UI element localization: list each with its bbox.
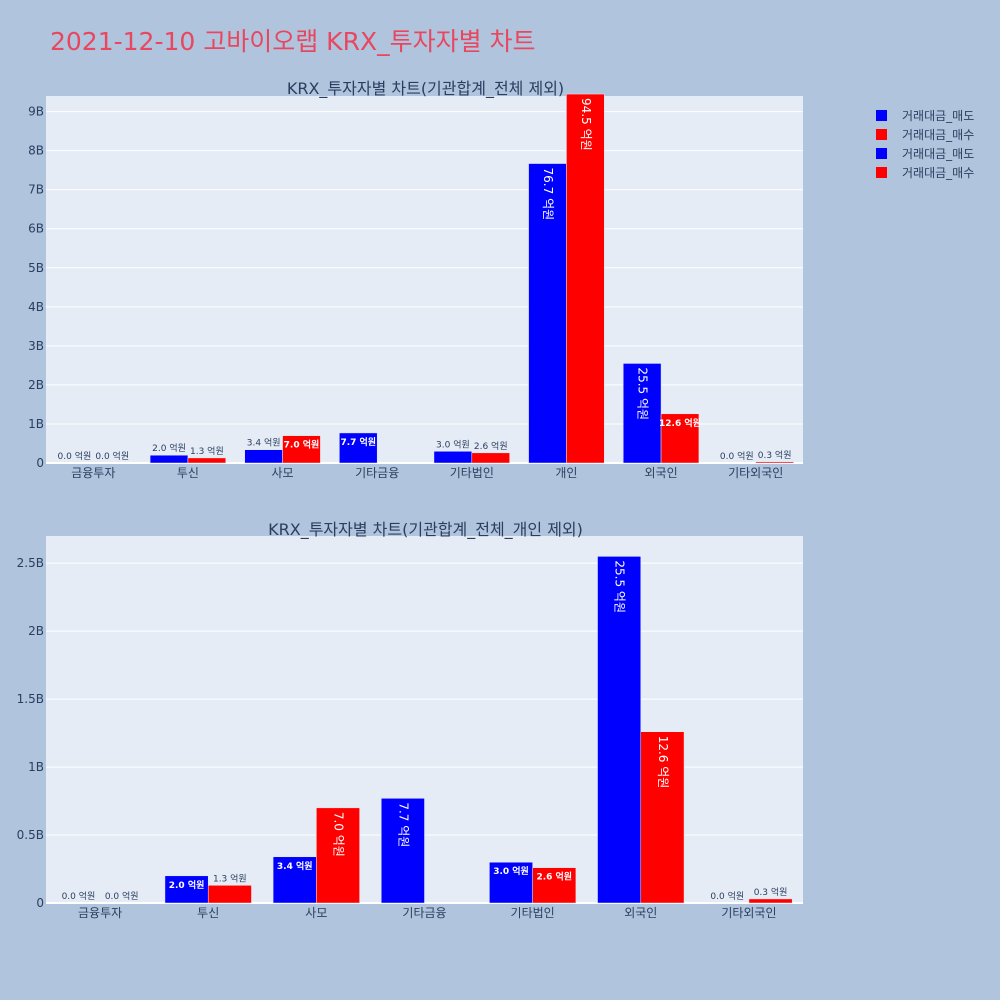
legend-item[interactable]: 거래대금_매수 [876, 125, 974, 144]
x-tick-label: 금융투자 [78, 906, 122, 920]
data-label: 7.0 억원 [284, 439, 320, 451]
data-label: 1.3 억원 [213, 872, 247, 884]
x-tick-label: 투신 [197, 906, 219, 920]
x-tick-label: 기타금융 [402, 906, 446, 920]
legend: 거래대금_매도 거래대금_매수 거래대금_매도 거래대금_매수 [876, 106, 974, 182]
bar [597, 556, 642, 904]
y-tick-label: 3B [28, 339, 44, 353]
data-label: 0.3 억원 [758, 449, 792, 461]
bar [207, 885, 252, 904]
x-tick-label: 외국인 [624, 906, 657, 920]
legend-swatch [876, 110, 887, 121]
bar [187, 457, 227, 464]
x-tick-label: 기타외국인 [721, 906, 776, 920]
data-label: 2.0 억원 [169, 879, 205, 891]
data-label: 94.5 억원 [579, 98, 593, 151]
bar [566, 93, 605, 464]
chart-title: KRX_투자자별 차트(기관합계_전체_개인 제외) [268, 520, 583, 540]
x-tick-label: 외국인 [645, 466, 678, 480]
y-tick-label: 5B [28, 261, 44, 275]
bar [164, 875, 209, 904]
data-label: 12.6 억원 [659, 417, 701, 429]
bar [755, 461, 794, 464]
y-tick-label: 1B [28, 417, 44, 431]
x-tick-label: 기타법인 [450, 466, 494, 480]
bar [380, 798, 425, 904]
data-label: 12.6 억원 [656, 736, 670, 789]
bar [149, 454, 189, 464]
y-tick-label: 0 [36, 896, 44, 910]
bar [339, 432, 378, 464]
bar [471, 452, 510, 464]
data-label: 7.0 억원 [331, 812, 345, 857]
bar [532, 867, 577, 904]
data-label: 0.0 억원 [58, 450, 92, 462]
y-tick-label: 2B [28, 624, 44, 638]
bar [528, 163, 567, 464]
y-tick-label: 4B [28, 300, 44, 314]
data-label: 0.0 억원 [95, 450, 129, 462]
data-label: 2.6 억원 [536, 871, 572, 883]
data-label: 7.7 억원 [396, 802, 410, 847]
y-tick-label: 6B [28, 222, 44, 236]
data-label: 2.6 억원 [474, 440, 508, 452]
data-label: 0.0 억원 [710, 890, 744, 902]
x-tick-label: 개인 [555, 466, 577, 480]
data-label: 3.4 억원 [277, 860, 313, 872]
bar [622, 363, 662, 464]
x-tick-label: 사모 [305, 906, 327, 920]
legend-label: 거래대금_매도 [902, 109, 975, 123]
y-tick-label: 0 [36, 456, 44, 470]
data-label: 3.4 억원 [247, 437, 281, 449]
y-tick-label: 9B [28, 105, 44, 119]
x-tick-label: 투신 [177, 466, 199, 480]
bar [272, 856, 317, 904]
x-tick-label: 기타금융 [355, 466, 399, 480]
legend-label: 거래대금_매수 [902, 166, 975, 180]
data-label: 3.0 억원 [493, 865, 529, 877]
y-tick-label: 1.5B [17, 692, 44, 706]
bar [433, 451, 473, 464]
page-title: 2021-12-10 고바이오랩 KRX_투자자별 차트 [50, 27, 536, 56]
legend-item[interactable]: 거래대금_매도 [876, 144, 974, 163]
y-tick-label: 8B [28, 144, 44, 158]
bar [640, 731, 685, 904]
plot-area [46, 96, 803, 463]
data-label: 25.5 억원 [613, 560, 627, 613]
data-label: 76.7 억원 [541, 168, 555, 221]
y-tick-label: 7B [28, 183, 44, 197]
data-label: 7.7 억원 [340, 436, 376, 448]
bar [316, 807, 360, 904]
y-tick-label: 2.5B [17, 556, 44, 570]
legend-swatch [876, 148, 887, 159]
legend-swatch [876, 167, 887, 178]
data-label: 0.3 억원 [754, 886, 788, 898]
legend-item[interactable]: 거래대금_매수 [876, 163, 974, 182]
bar [660, 413, 700, 464]
bar [489, 861, 533, 904]
bar [244, 449, 283, 464]
data-label: 0.0 억원 [720, 450, 754, 462]
x-tick-label: 기타외국인 [728, 466, 783, 480]
legend-item[interactable]: 거래대금_매도 [876, 106, 974, 125]
data-label: 25.5 억원 [636, 367, 650, 420]
x-tick-label: 기타법인 [511, 906, 555, 920]
y-tick-label: 1B [28, 760, 44, 774]
x-tick-label: 금융투자 [71, 466, 115, 480]
data-label: 0.0 억원 [62, 890, 96, 902]
y-tick-label: 0.5B [17, 828, 44, 842]
chart-title: KRX_투자자별 차트(기관합계_전체 제외) [287, 79, 564, 99]
legend-label: 거래대금_매도 [902, 147, 975, 161]
data-label: 1.3 억원 [190, 445, 224, 457]
legend-swatch [876, 129, 887, 140]
bar [282, 435, 321, 464]
x-tick-label: 사모 [272, 466, 294, 480]
bar [748, 898, 793, 904]
legend-label: 거래대금_매수 [902, 128, 975, 142]
data-label: 2.0 억원 [152, 442, 186, 454]
data-label: 0.0 억원 [105, 890, 139, 902]
y-tick-label: 2B [28, 378, 44, 392]
data-label: 3.0 억원 [436, 438, 470, 450]
